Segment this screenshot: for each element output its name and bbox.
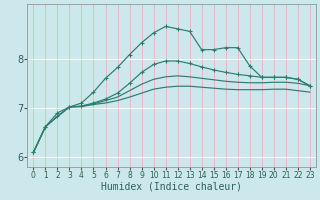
X-axis label: Humidex (Indice chaleur): Humidex (Indice chaleur)	[101, 182, 242, 192]
